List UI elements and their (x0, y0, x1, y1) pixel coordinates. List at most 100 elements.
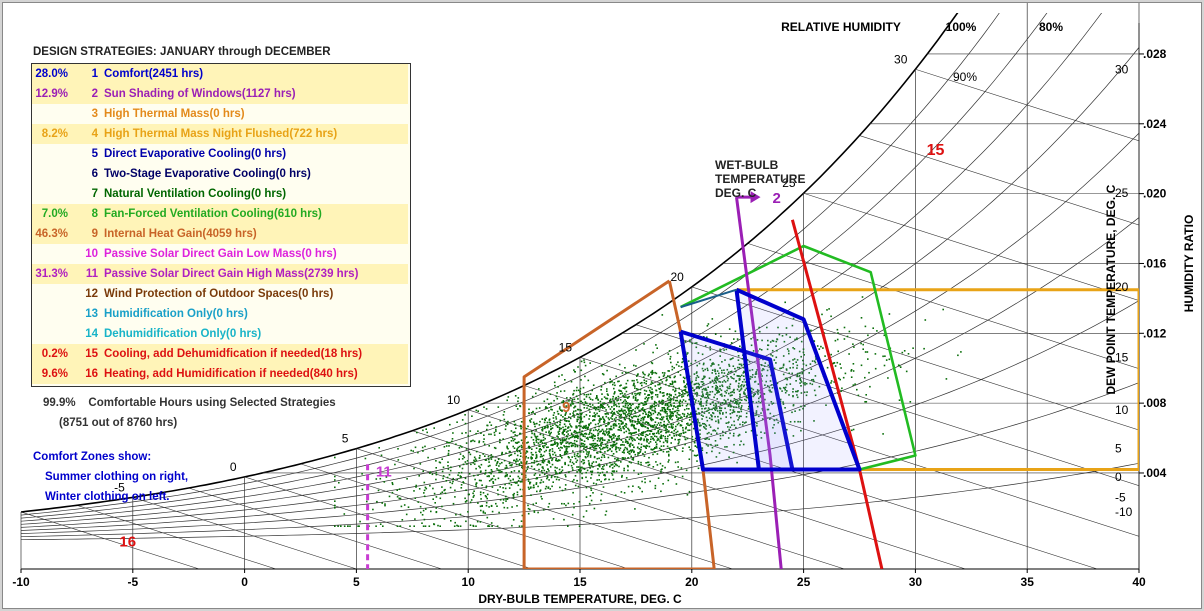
weather-point (644, 411, 647, 413)
weather-point (724, 400, 727, 402)
weather-point (651, 418, 653, 420)
weather-point (600, 418, 602, 420)
weather-point (638, 430, 640, 432)
weather-point (760, 349, 763, 351)
weather-point (625, 371, 627, 374)
weather-point (559, 454, 561, 456)
weather-point (611, 438, 613, 441)
weather-point (475, 450, 478, 453)
weather-point (604, 443, 607, 446)
weather-point (334, 486, 336, 489)
weather-point (501, 461, 503, 464)
weather-point (671, 368, 674, 371)
weather-point (590, 422, 592, 424)
weather-point (551, 437, 553, 439)
weather-point (589, 467, 591, 469)
comfort-note-line2: Summer clothing on right, (45, 471, 189, 483)
weather-point (549, 488, 551, 490)
weather-point (487, 525, 490, 527)
weather-point (508, 487, 511, 489)
weather-point (580, 379, 582, 381)
weather-point (791, 372, 793, 375)
weather-point (708, 408, 711, 411)
weather-point (721, 395, 723, 397)
weather-point (564, 488, 567, 490)
weather-point (736, 338, 739, 340)
weather-point (551, 475, 553, 477)
weather-point (707, 407, 710, 409)
weather-point (684, 431, 687, 434)
weather-point (585, 424, 587, 427)
weather-point (589, 436, 591, 438)
weather-point (736, 388, 739, 391)
weather-point (423, 492, 425, 494)
weather-point (657, 431, 659, 433)
weather-point (664, 404, 667, 406)
weather-point (612, 434, 615, 437)
weather-point (650, 406, 653, 408)
weather-point (798, 375, 801, 377)
weather-point (702, 393, 704, 395)
weather-point (576, 426, 578, 429)
weather-point (572, 412, 574, 414)
weather-point (359, 520, 361, 523)
design-strategies-heading: DESIGN STRATEGIES: JANUARY through DECEM… (33, 46, 331, 58)
weather-point (549, 449, 551, 451)
weather-point (567, 525, 569, 527)
weather-point (635, 349, 637, 351)
weather-point (472, 496, 475, 498)
weather-point (552, 518, 555, 520)
weather-point (755, 373, 758, 375)
weather-point (813, 360, 816, 362)
weather-point (571, 399, 574, 401)
legend-label: Direct Evaporative Cooling(0 hrs) (104, 144, 286, 164)
weather-point (559, 441, 562, 444)
weather-point (800, 340, 803, 343)
weather-point (661, 416, 663, 418)
weather-point (516, 448, 519, 450)
weather-point (669, 403, 672, 406)
weather-point (590, 464, 593, 467)
weather-point (664, 438, 667, 440)
weather-point (658, 432, 660, 435)
weather-point (683, 368, 686, 370)
weather-point (689, 340, 691, 343)
weather-point (718, 391, 720, 393)
weather-point (682, 392, 684, 394)
weather-point (732, 411, 735, 413)
weather-point (782, 363, 785, 366)
weather-point (707, 393, 709, 396)
weather-point (638, 442, 640, 445)
weather-point (837, 332, 839, 334)
legend-label-text: High Thermal Mass Night Flushed (104, 128, 290, 140)
weather-point (620, 444, 622, 446)
weather-point (557, 425, 559, 427)
weather-point (537, 511, 539, 514)
weather-point (628, 438, 631, 441)
weather-point (555, 418, 558, 420)
dew-point-tick-label: 0 (1115, 470, 1122, 484)
weather-point (631, 424, 633, 426)
weather-point (564, 428, 567, 431)
weather-point (643, 439, 645, 442)
weather-point (647, 439, 649, 441)
weather-point (477, 410, 479, 412)
weather-point (479, 471, 482, 473)
weather-point (547, 468, 549, 470)
weather-point (591, 435, 594, 438)
weather-point (602, 468, 605, 470)
weather-point (515, 427, 517, 430)
weather-point (663, 374, 666, 376)
wet-bulb-annotation: WET-BULB (715, 158, 779, 172)
weather-point (464, 422, 467, 425)
weather-point (632, 425, 635, 428)
weather-point (465, 448, 468, 450)
weather-point (597, 434, 599, 437)
weather-point (502, 438, 504, 440)
legend-label: Passive Solar Direct Gain High Mass(2739… (104, 264, 358, 284)
weather-point (695, 412, 698, 415)
weather-point (653, 448, 655, 450)
weather-point (739, 389, 742, 391)
weather-point (668, 447, 671, 449)
weather-point (660, 448, 662, 451)
